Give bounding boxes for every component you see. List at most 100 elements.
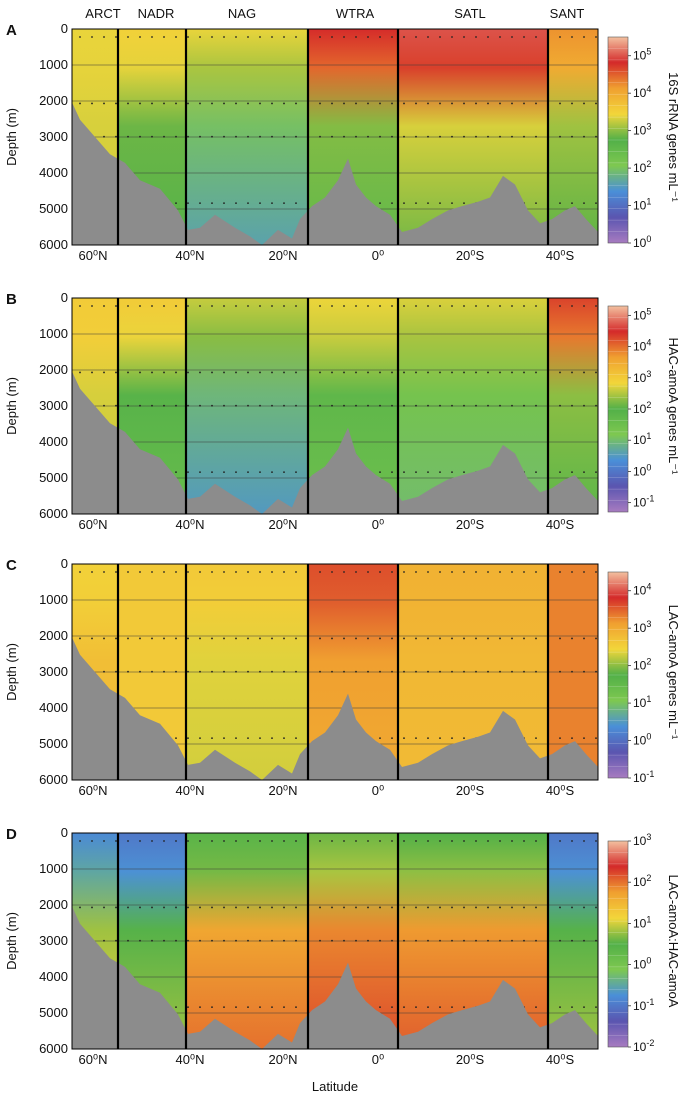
sample-dots <box>79 305 597 474</box>
colorbar-tick-label: 103 <box>633 369 651 385</box>
x-tick-label: 40⁰N <box>175 783 204 798</box>
colorbar-tick-label: 103 <box>633 832 651 848</box>
x-tick-label: 40⁰N <box>175 248 204 263</box>
y-tick-label: 0 <box>61 556 68 571</box>
y-tick-label: 3000 <box>39 664 68 679</box>
x-tick-label: 20⁰S <box>456 248 485 263</box>
x-tick-label: 60⁰N <box>78 517 107 532</box>
plot-frame <box>71 297 599 515</box>
y-tick-label: 4000 <box>39 165 68 180</box>
plot-frame <box>71 563 599 781</box>
colorbar <box>607 36 629 244</box>
province-label: NAG <box>228 6 256 21</box>
x-tick-label: 0⁰ <box>372 783 384 798</box>
colorbar-title: 16S rRNA genes mL⁻¹ <box>666 72 680 202</box>
colorbar-tick-label: 102 <box>633 159 651 175</box>
colorbar-tick-label: 104 <box>633 84 651 100</box>
y-tick-label: 0 <box>61 825 68 840</box>
province-label: NADR <box>138 6 175 21</box>
panel-label: D <box>6 826 17 843</box>
sample-dots <box>79 36 597 205</box>
y-tick-label: 2000 <box>39 897 68 912</box>
x-tick-label: 40⁰S <box>546 248 575 263</box>
panel-label: B <box>6 291 17 308</box>
colorbar <box>607 571 629 779</box>
bathymetry <box>72 102 598 246</box>
y-tick-label: 6000 <box>39 1041 68 1056</box>
panel-B: B 0 1000 2000 3000 4000 5000 6000 60⁰N 40⁰N 20⁰N 0⁰… <box>4 290 680 532</box>
x-axis-title: Latitude <box>312 1079 358 1094</box>
province-label: WTRA <box>336 6 375 21</box>
colorbar-tick-label: 100 <box>633 462 651 478</box>
colorbar-tick-label: 100 <box>633 956 651 972</box>
y-tick-label: 1000 <box>39 861 68 876</box>
colorbar-tick-label: 100 <box>633 732 651 748</box>
colorbar-tick-label: 10-2 <box>633 1038 654 1054</box>
colorbar-tick-label: 104 <box>633 582 651 598</box>
y-tick-label: 0 <box>61 21 68 36</box>
x-tick-label: 60⁰N <box>78 783 107 798</box>
colorbar-tick-label: 10-1 <box>633 494 654 510</box>
y-tick-label: 1000 <box>39 326 68 341</box>
x-tick-label: 60⁰N <box>78 1052 107 1067</box>
colorbar-tick-label: 101 <box>633 431 651 447</box>
y-tick-label: 4000 <box>39 700 68 715</box>
y-tick-label: 2000 <box>39 93 68 108</box>
y-axis-title: Depth (m) <box>4 643 19 701</box>
x-tick-label: 40⁰N <box>175 517 204 532</box>
colorbar-title: HAC-amoA genes mL⁻¹ <box>666 338 680 476</box>
colorbar-tick-label: 10-1 <box>633 997 654 1013</box>
x-tick-label: 20⁰N <box>268 517 297 532</box>
x-tick-label: 0⁰ <box>372 248 384 263</box>
y-tick-label: 4000 <box>39 434 68 449</box>
colorbar-tick-label: 101 <box>633 197 651 213</box>
colorbar-tick-label: 10-1 <box>633 769 654 785</box>
colorbar-tick-label: 103 <box>633 619 651 635</box>
x-tick-label: 20⁰S <box>456 517 485 532</box>
plot-frame <box>71 832 599 1050</box>
bathymetry <box>72 637 598 780</box>
x-tick-label: 40⁰N <box>175 1052 204 1067</box>
colorbar-tick-label: 102 <box>633 400 651 416</box>
y-tick-label: 1000 <box>39 57 68 72</box>
bathymetry <box>72 906 598 1049</box>
colorbar <box>607 840 629 1048</box>
plot-frame <box>71 28 599 246</box>
colorbar-tick-label: 105 <box>633 47 651 63</box>
province-label: ARCT <box>85 6 120 21</box>
colorbar-tick-label: 103 <box>633 122 651 138</box>
colorbar-tick-label: 105 <box>633 306 651 322</box>
x-tick-label: 0⁰ <box>372 517 384 532</box>
colorbar-tick-label: 104 <box>633 338 651 354</box>
y-tick-label: 3000 <box>39 398 68 413</box>
colorbar-tick-label: 100 <box>633 234 651 250</box>
colorbar-title: LAC-amoA:HAC-amoA <box>666 875 680 1008</box>
y-tick-label: 1000 <box>39 592 68 607</box>
y-axis-title: Depth (m) <box>4 377 19 435</box>
colorbar-tick-label: 102 <box>633 873 651 889</box>
x-tick-label: 40⁰S <box>546 517 575 532</box>
x-tick-label: 40⁰S <box>546 1052 575 1067</box>
x-tick-label: 40⁰S <box>546 783 575 798</box>
y-tick-label: 6000 <box>39 237 68 252</box>
panel-D: D 0 1000 2000 3000 4000 5000 6000 60⁰N 40⁰N 20⁰N 0⁰… <box>4 825 680 1094</box>
colorbar-tick-label: 102 <box>633 657 651 673</box>
x-tick-label: 20⁰N <box>268 783 297 798</box>
colorbar-tick-label: 101 <box>633 694 651 710</box>
y-tick-label: 2000 <box>39 628 68 643</box>
x-tick-label: 0⁰ <box>372 1052 384 1067</box>
sample-dots <box>79 571 597 740</box>
y-tick-label: 3000 <box>39 933 68 948</box>
colorbar-title: LAC-amoA genes mL⁻¹ <box>666 605 680 740</box>
x-tick-label: 20⁰S <box>456 1052 485 1067</box>
y-tick-label: 0 <box>61 290 68 305</box>
panel-C: C 0 1000 2000 3000 4000 5000 6000 60⁰N 40⁰N 20⁰N 0⁰… <box>4 556 680 798</box>
bathymetry <box>72 371 598 514</box>
y-tick-label: 6000 <box>39 506 68 521</box>
sample-dots <box>79 840 597 1009</box>
x-tick-label: 20⁰N <box>268 1052 297 1067</box>
panel-label: A <box>6 22 17 39</box>
colorbar-tick-label: 101 <box>633 914 651 930</box>
x-tick-label: 60⁰N <box>78 248 107 263</box>
